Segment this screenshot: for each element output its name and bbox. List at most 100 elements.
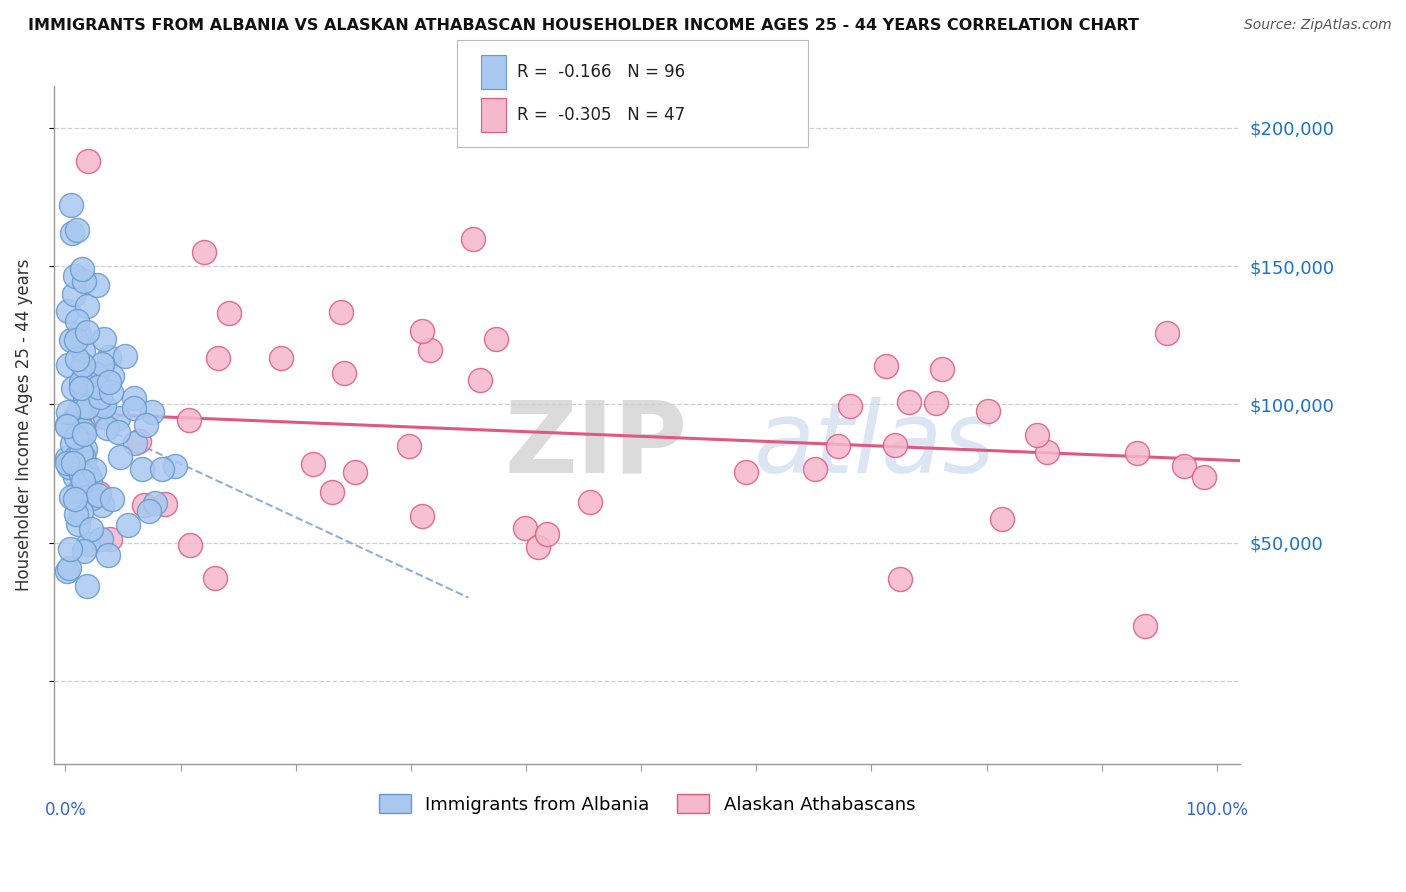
Point (65, 450, 87, 464)
Point (63, 470, 86, 484)
Point (67, 404, 90, 418)
Point (77, 154, 100, 169)
Point (76, 467, 98, 481)
Point (72, 423, 94, 437)
Point (56, 417, 79, 432)
Point (302, 458, 325, 472)
Point (97, 350, 120, 364)
Point (470, 373, 492, 387)
Point (165, 459, 187, 474)
Point (96, 421, 118, 435)
Point (58, 459, 80, 474)
Point (883, 438, 905, 452)
Point (875, 359, 897, 373)
Point (411, 509, 433, 524)
Point (70, 446, 93, 460)
Point (75, 361, 97, 376)
Point (179, 413, 201, 427)
Point (931, 362, 953, 376)
Point (70, 467, 93, 481)
Point (101, 368, 124, 383)
Point (207, 351, 229, 365)
Point (333, 366, 356, 380)
Point (898, 395, 921, 409)
Text: IMMIGRANTS FROM ALBANIA VS ALASKAN ATHABASCAN HOUSEHOLDER INCOME AGES 25 - 44 YE: IMMIGRANTS FROM ALBANIA VS ALASKAN ATHAB… (28, 18, 1139, 33)
Point (72, 474, 94, 488)
Point (135, 418, 157, 433)
Point (62, 456, 84, 470)
Point (72, 359, 94, 373)
Point (107, 411, 129, 425)
Point (60, 226, 83, 240)
Point (218, 306, 240, 320)
Point (97, 548, 120, 562)
Point (735, 465, 758, 479)
Point (56, 456, 79, 470)
Point (131, 462, 153, 476)
Point (55, 450, 77, 465)
Point (93, 332, 115, 346)
Point (114, 349, 136, 363)
Point (991, 512, 1014, 526)
Point (77, 537, 100, 551)
Point (91, 499, 114, 513)
Point (55, 419, 77, 434)
Point (66, 351, 89, 366)
Point (76, 325, 98, 339)
Point (1133, 618, 1156, 632)
Point (72, 454, 94, 468)
Point (83, 463, 105, 477)
Point (94, 409, 117, 424)
Point (79, 472, 101, 486)
Point (56, 405, 79, 419)
Point (138, 503, 160, 517)
Point (87, 379, 110, 393)
Text: 100.0%: 100.0% (1185, 801, 1249, 819)
Point (143, 496, 166, 510)
Point (56, 304, 79, 318)
Point (270, 351, 292, 366)
Point (76, 400, 98, 414)
Point (132, 498, 155, 512)
Point (100, 384, 122, 399)
Point (76, 579, 98, 593)
Point (330, 305, 353, 319)
Text: ZIP: ZIP (505, 397, 688, 494)
Text: R =  -0.305   N = 47: R = -0.305 N = 47 (517, 106, 686, 124)
Point (97, 376, 120, 390)
Point (98, 532, 121, 546)
Point (66, 485, 89, 500)
Text: 0.0%: 0.0% (45, 801, 86, 819)
Point (344, 465, 367, 479)
Point (87, 375, 110, 389)
Point (536, 527, 558, 541)
Point (122, 401, 145, 415)
Point (141, 405, 163, 419)
Point (73, 275, 96, 289)
Point (90, 533, 112, 547)
Point (977, 404, 1000, 418)
Point (63, 491, 86, 506)
Point (86, 488, 108, 502)
Point (419, 343, 441, 357)
Point (76, 416, 98, 430)
Point (72, 449, 94, 463)
Point (100, 492, 122, 507)
Point (60, 198, 83, 212)
Point (80, 522, 103, 536)
Point (72, 261, 94, 276)
Point (179, 537, 201, 551)
Text: Source: ZipAtlas.com: Source: ZipAtlas.com (1244, 18, 1392, 32)
Legend: Immigrants from Albania, Alaskan Athabascans: Immigrants from Albania, Alaskan Athabas… (370, 785, 924, 822)
Point (527, 540, 550, 554)
Point (513, 520, 536, 534)
Point (124, 391, 146, 405)
Point (84, 368, 107, 382)
Point (128, 434, 150, 448)
Point (69, 505, 91, 519)
Point (67, 517, 90, 532)
Point (1036, 445, 1059, 459)
Point (70, 382, 93, 396)
Text: R =  -0.166   N = 96: R = -0.166 N = 96 (517, 63, 686, 81)
Point (63, 268, 86, 283)
